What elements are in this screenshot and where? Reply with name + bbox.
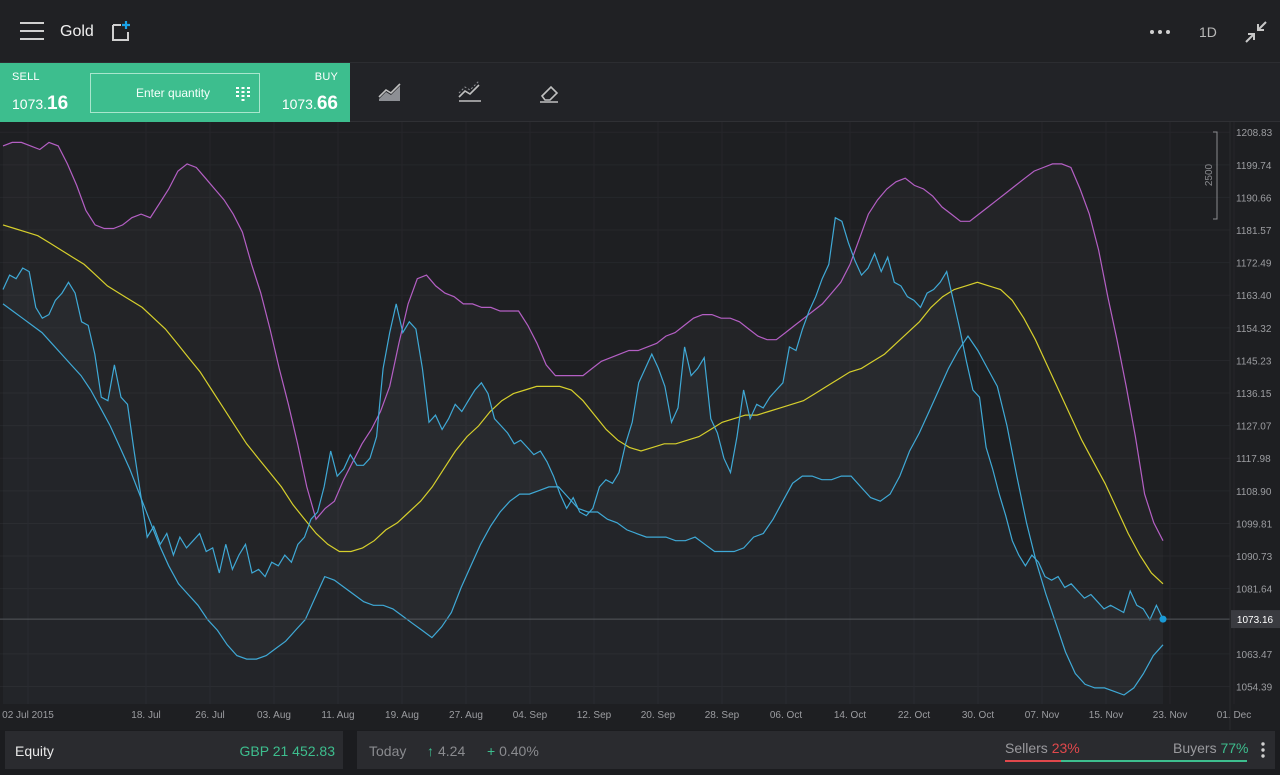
buy-price-pips: 66 (316, 93, 338, 114)
today-change-value: 4.24 (438, 743, 466, 759)
x-tick-label: 14. Oct (834, 710, 866, 721)
today-change: ↑ 4.24 (427, 743, 465, 759)
x-tick-label: 28. Sep (705, 710, 740, 721)
equity-panel[interactable]: Equity GBP 21 452.83 (5, 731, 343, 769)
kebab-menu-icon[interactable] (1259, 741, 1267, 759)
sell-price: 1073.16 (12, 93, 68, 115)
upper-band-line (2, 141, 1164, 541)
x-tick-label: 15. Nov (1089, 710, 1123, 721)
add-watchlist-icon[interactable] (110, 20, 132, 42)
today-label: Today (369, 743, 407, 759)
price-chart-svg[interactable]: 1208.83 1199.74 1190.66 1181.57 1172.49 1163.… (0, 122, 1280, 730)
y-tick-label: 1108.90 (1236, 487, 1272, 498)
x-tick-label: 06. Oct (770, 710, 802, 721)
x-tick-label: 23. Nov (1153, 710, 1187, 721)
keypad-icon[interactable] (235, 86, 251, 102)
sell-price-major: 1073. (12, 96, 48, 112)
stats-panel: Today ↑ 4.24 + 0.40% Sellers 23% Buyers 7… (357, 731, 1275, 769)
buy-price-major: 1073. (281, 96, 317, 112)
timeframe-selector[interactable]: 1D (1199, 24, 1217, 40)
x-tick-label: 20. Sep (641, 710, 676, 721)
sentiment-bar (1005, 760, 1247, 762)
quantity-placeholder: Enter quantity (136, 86, 211, 100)
y-tick-label: 1136.15 (1236, 389, 1272, 400)
y-tick-label: 1099.81 (1236, 519, 1273, 530)
x-tick-label: 18. Jul (131, 710, 160, 721)
y-tick-label: 1190.66 (1236, 193, 1272, 204)
y-tick-label: 1199.74 (1236, 161, 1272, 172)
y-tick-label: 1054.39 (1236, 682, 1273, 693)
price-line (2, 216, 1164, 621)
sell-button[interactable]: SELL 1073.16 (0, 63, 88, 122)
sellers-percent: 23% (1051, 740, 1080, 756)
current-price-tag (1231, 610, 1280, 629)
equity-label: Equity (15, 743, 54, 759)
x-tick-label: 22. Oct (898, 710, 930, 721)
sell-label: SELL (12, 71, 40, 83)
x-tick-label: 26. Jul (195, 710, 224, 721)
y-tick-label: 1172.49 (1236, 259, 1272, 270)
line-chart-type-icon[interactable] (375, 77, 405, 107)
arrow-up-icon: ↑ (427, 743, 434, 759)
buy-price: 1073.66 (282, 93, 338, 115)
buyers-percent: 77% (1220, 740, 1249, 756)
x-tick-label: 01. Dec (1217, 710, 1251, 721)
bottom-bar: Equity GBP 21 452.83 Today ↑ 4.24 + 0.40%… (0, 730, 1280, 775)
equity-value: GBP 21 452.83 (239, 743, 335, 759)
drawing-eraser-icon[interactable] (534, 77, 564, 107)
x-tick-label: 04. Sep (513, 710, 548, 721)
x-tick-label: 02 Jul 2015 (2, 710, 54, 721)
price-chart[interactable]: 1208.83 1199.74 1190.66 1181.57 1172.49 1163.… (0, 122, 1280, 730)
y-tick-label: 1063.47 (1236, 650, 1273, 661)
x-tick-label: 11. Aug (321, 710, 354, 721)
x-tick-label: 12. Sep (577, 710, 612, 721)
lower-band-line (2, 303, 1164, 696)
x-tick-label: 30. Oct (962, 710, 994, 721)
current-price-label: 1073.16 (1237, 615, 1274, 626)
current-price-dot (1159, 615, 1167, 623)
more-icon[interactable] (1149, 23, 1171, 41)
y-tick-label: 1145.23 (1236, 356, 1272, 367)
y-tick-label: 1208.83 (1236, 128, 1273, 139)
collapse-icon[interactable] (1244, 20, 1268, 44)
today-change-percent: + 0.40% (487, 743, 539, 759)
top-bar: Gold 1D (0, 0, 1280, 63)
sellers-label: Sellers (1005, 740, 1048, 756)
y-tick-label: 1081.64 (1236, 585, 1273, 596)
indicators-icon[interactable] (455, 77, 485, 107)
menu-icon[interactable] (20, 22, 44, 42)
y-tick-label: 1163.40 (1236, 291, 1272, 302)
trade-toolbar: SELL 1073.16 Enter quantity BUY 1073.66 (0, 63, 1280, 165)
quantity-input[interactable]: Enter quantity (90, 73, 260, 113)
sell-price-pips: 16 (47, 93, 69, 114)
price-area (3, 217, 1163, 704)
y-tick-label: 1117.98 (1236, 454, 1271, 465)
x-tick-label: 27. Aug (449, 710, 483, 721)
volume-scale-bracket (1213, 131, 1218, 220)
y-tick-label: 1127.07 (1236, 422, 1272, 433)
x-tick-label: 19. Aug (385, 710, 419, 721)
x-tick-label: 07. Nov (1025, 710, 1059, 721)
volume-scale-label: 2500 (1204, 163, 1215, 186)
y-tick-label: 1154.32 (1236, 324, 1272, 335)
x-tick-label: 03. Aug (257, 710, 291, 721)
y-tick-label: 1181.57 (1236, 226, 1272, 237)
y-tick-label: 1090.73 (1236, 552, 1273, 563)
buy-button[interactable]: BUY 1073.66 (262, 63, 350, 122)
middle-band-line (2, 224, 1164, 585)
today-change-pct-value: 0.40% (499, 743, 539, 759)
instrument-title: Gold (60, 23, 94, 40)
sentiment-sellers-fill (1005, 760, 1061, 762)
trade-panel: SELL 1073.16 Enter quantity BUY 1073.66 (0, 63, 350, 122)
buyers-label: Buyers (1173, 740, 1217, 756)
buy-label: BUY (314, 71, 338, 83)
sellers-sentiment: Sellers 23% (1005, 740, 1080, 756)
buyers-sentiment: Buyers 77% (1173, 740, 1249, 756)
